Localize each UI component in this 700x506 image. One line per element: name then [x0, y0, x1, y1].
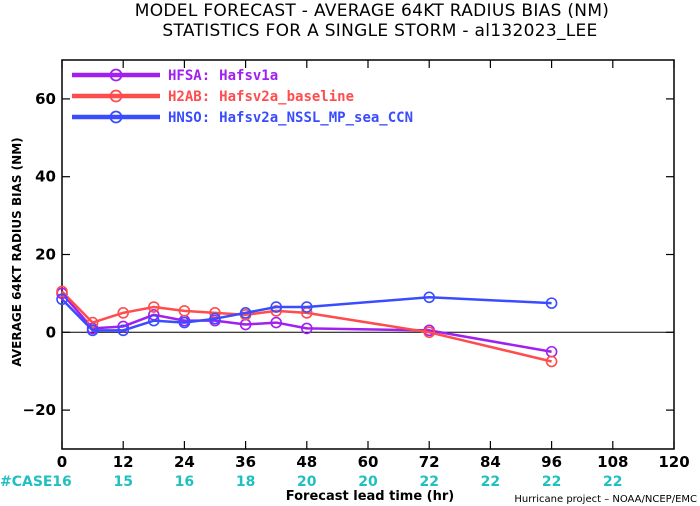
data-point: [178, 305, 191, 317]
x-axis-label: Forecast lead time (hr): [286, 489, 454, 504]
data-point: [148, 314, 160, 327]
credit-text: Hurricane project – NOAA/NCEP/EMC: [514, 494, 697, 505]
data-point: [56, 285, 68, 298]
case-label: #CASE: [0, 474, 53, 490]
data-point: [86, 316, 99, 329]
x-tick-label: 0: [57, 453, 67, 471]
chart-subtitle: STATISTICS FOR A SINGLE STORM - al132023…: [162, 21, 597, 41]
case-count: 22: [481, 474, 500, 490]
y-axis-label: AVERAGE 64KT RADIUS BIAS (NM): [10, 137, 24, 366]
data-point: [270, 316, 283, 329]
legend-entry: H2AB: Hafsv2a_baseline: [168, 89, 354, 105]
data-point: [56, 293, 68, 306]
case-count: 22: [603, 474, 622, 490]
series-line: [61, 292, 552, 353]
data-point: [239, 307, 252, 319]
case-count: 15: [113, 474, 132, 490]
x-tick-label: 96: [541, 453, 562, 471]
series-line: [61, 296, 552, 332]
legend-marker: [109, 68, 123, 82]
case-count: 22: [419, 474, 438, 490]
data-point: [423, 291, 436, 304]
y-tick-label: 40: [35, 168, 56, 186]
legend-marker: [109, 110, 123, 124]
data-point: [178, 316, 191, 329]
legend-marker: [109, 89, 123, 103]
case-count: 22: [542, 474, 561, 490]
y-tick-label: 20: [35, 246, 56, 264]
data-point: [117, 324, 129, 337]
x-tick-label: 84: [480, 453, 501, 471]
x-tick-label: 60: [358, 453, 379, 471]
data-point: [300, 301, 313, 313]
series-3: [56, 291, 558, 337]
x-tick-label: 48: [296, 453, 317, 471]
x-tick-label: 36: [235, 453, 256, 471]
chart-title: MODEL FORECAST - AVERAGE 64KT RADIUS BIA…: [135, 1, 609, 21]
x-tick-label: 72: [419, 453, 440, 471]
case-count: 16: [175, 474, 194, 490]
plot-area: −20 0 20 40 60 0 12 24 36 48 60 72 84 96 108 120 16 15 16 1…: [23, 59, 690, 490]
y-tick-label: 60: [35, 90, 56, 108]
case-count: 16: [52, 474, 71, 490]
data-point: [545, 355, 558, 368]
data-point: [300, 322, 313, 335]
y-tick-label: 0: [46, 323, 56, 341]
x-tick-label: 108: [597, 453, 628, 471]
data-point: [270, 301, 283, 313]
series-line: [61, 290, 552, 363]
y-tick-label: −20: [23, 401, 56, 419]
case-count: 20: [297, 474, 317, 490]
data-point: [545, 297, 558, 309]
data-point: [423, 326, 436, 339]
data-point: [86, 324, 99, 337]
x-tick-label: 12: [113, 453, 134, 471]
x-tick-label: 24: [174, 453, 195, 471]
case-count: 20: [358, 474, 378, 490]
legend: HFSA: Hafsv1a H2AB: Hafsv2a_baseline HNSO: Ha…: [72, 68, 413, 126]
x-tick-label: 120: [658, 453, 689, 471]
legend-entry: HFSA: Hafsv1a: [168, 68, 278, 84]
data-point: [117, 307, 129, 319]
data-point: [148, 301, 160, 313]
case-count: 18: [236, 474, 255, 490]
data-point: [209, 312, 221, 325]
legend-entry: HNSO: Hafsv2a_NSSL_MP_sea_CCN: [168, 110, 413, 126]
